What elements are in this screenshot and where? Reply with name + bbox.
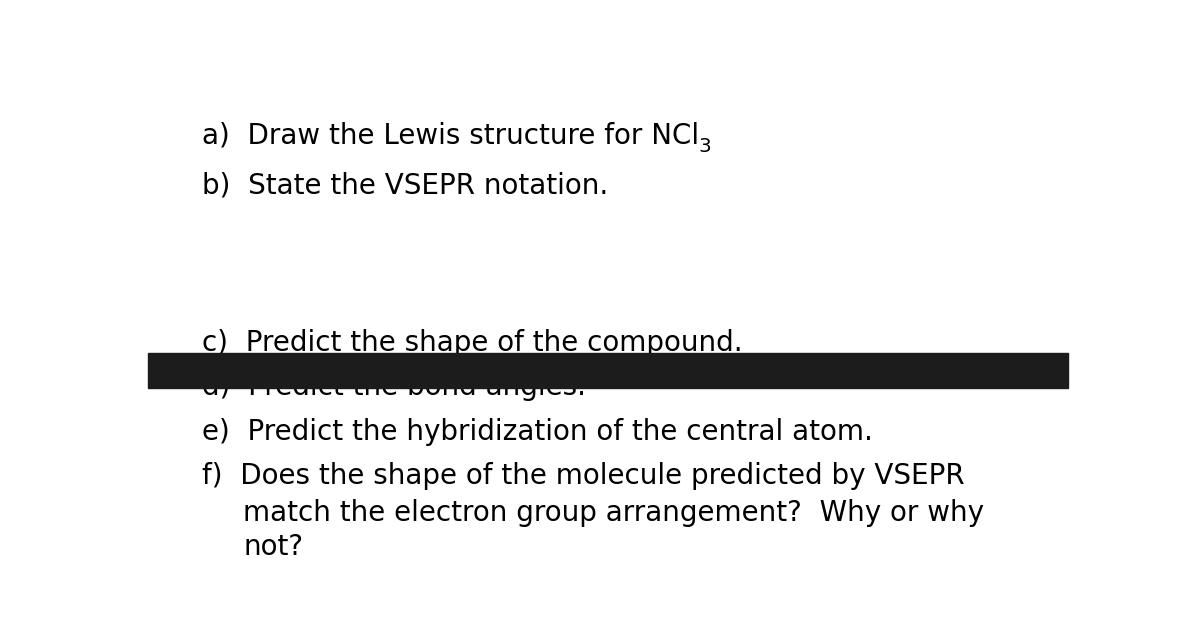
Text: e)  Predict the hybridization of the central atom.: e) Predict the hybridization of the cent… (202, 418, 872, 445)
Text: c)  Predict the shape of the compound.: c) Predict the shape of the compound. (202, 329, 742, 357)
Text: d)  Predict the bond angles.: d) Predict the bond angles. (202, 373, 585, 401)
Text: a)  Draw the Lewis structure for NCl: a) Draw the Lewis structure for NCl (202, 122, 699, 150)
Text: not?: not? (243, 533, 303, 561)
Bar (148, 353, 1068, 388)
Text: 3: 3 (699, 137, 711, 156)
Text: b)  State the VSEPR notation.: b) State the VSEPR notation. (202, 172, 608, 199)
Text: match the electron group arrangement?  Why or why: match the electron group arrangement? Wh… (243, 499, 984, 527)
Text: f)  Does the shape of the molecule predicted by VSEPR: f) Does the shape of the molecule predic… (202, 462, 964, 490)
